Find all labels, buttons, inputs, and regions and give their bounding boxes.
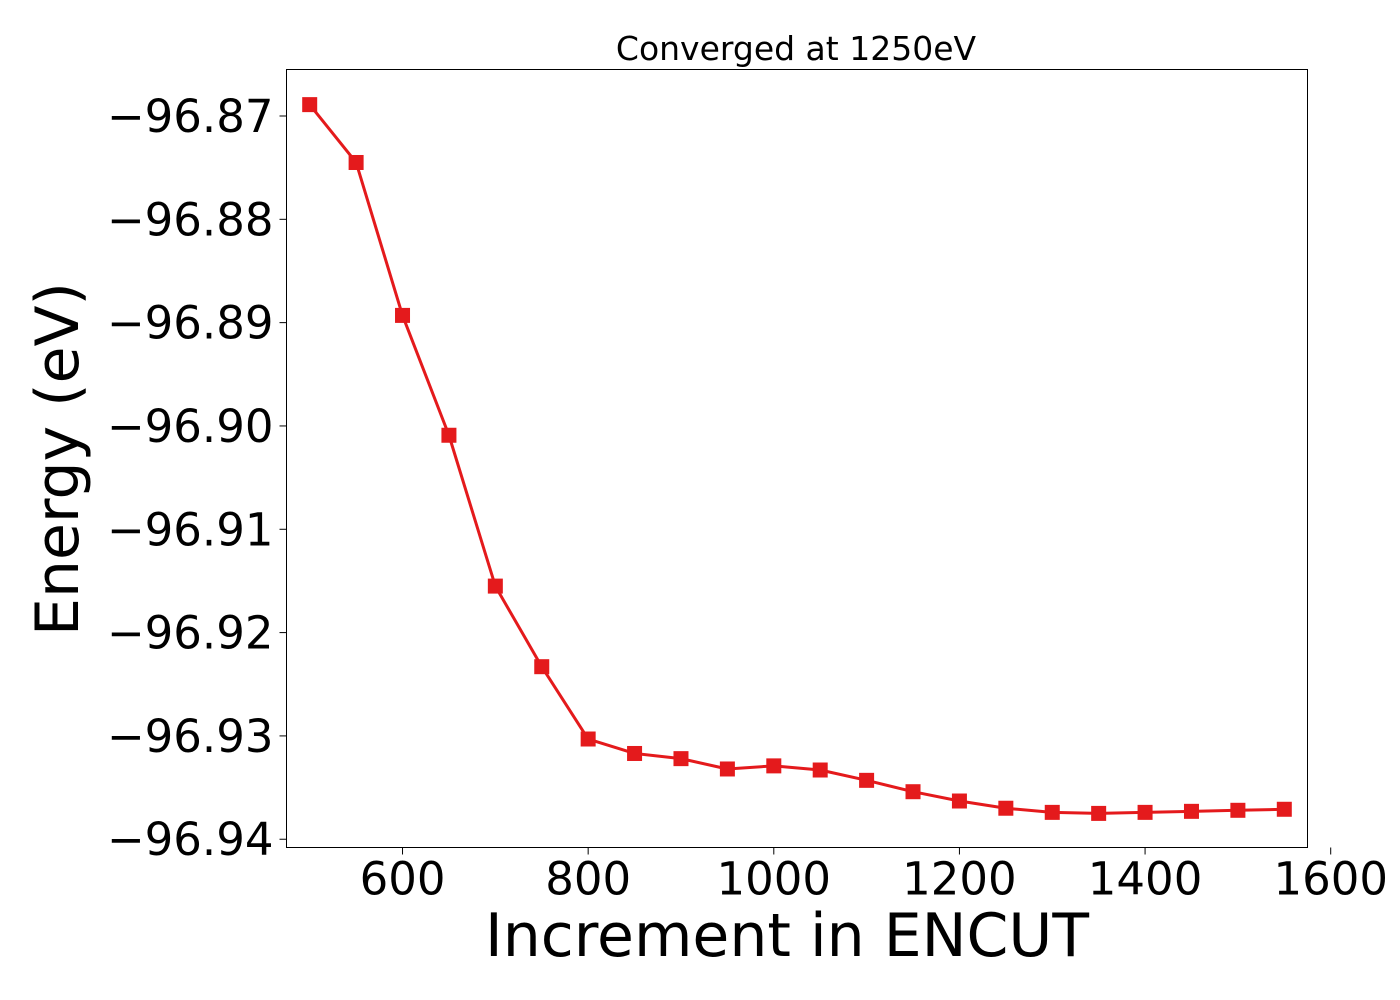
y-tick-label: −96.94 [107, 813, 274, 866]
data-point-marker [1230, 802, 1246, 818]
y-tick-label: −96.91 [107, 503, 274, 556]
data-point-marker [627, 745, 643, 761]
x-tick-label: 600 [360, 853, 446, 906]
x-tick-label: 1400 [1088, 853, 1203, 906]
x-tick-label: 1200 [902, 853, 1017, 906]
data-point-marker [441, 427, 457, 443]
data-point-marker [951, 793, 967, 809]
data-point-marker [1137, 804, 1153, 820]
plot-frame [286, 69, 1308, 848]
data-point-marker [580, 731, 596, 747]
y-tick-label: −96.87 [107, 90, 274, 143]
x-axis-label: Increment in ENCUT [485, 901, 1089, 971]
series-line [308, 103, 1285, 815]
data-point-marker [395, 307, 411, 323]
data-point-marker [766, 758, 782, 774]
data-point-marker [998, 800, 1014, 816]
data-point-marker [487, 578, 503, 594]
data-point-marker [905, 784, 921, 800]
data-point-marker [302, 97, 318, 113]
x-tick-label: 1000 [717, 853, 832, 906]
data-point-marker [719, 761, 735, 777]
data-point-marker [673, 751, 689, 767]
data-point-marker [812, 762, 828, 778]
chart-title: Converged at 1250eV [616, 29, 977, 68]
y-tick-label: −96.92 [107, 607, 274, 660]
data-point-marker [859, 772, 875, 788]
y-tick-label: −96.88 [107, 193, 274, 246]
data-point-marker [1044, 804, 1060, 820]
y-axis-label: Energy (eV) [23, 282, 93, 636]
data-point-marker [1276, 801, 1292, 817]
y-tick-label: −96.89 [107, 297, 274, 350]
data-point-marker [534, 659, 550, 675]
x-tick-label: 800 [545, 853, 631, 906]
y-tick-label: −96.90 [107, 400, 274, 453]
y-tick-label: −96.93 [107, 710, 274, 763]
x-axis-ticks: 600 800 1000 1200 1400 1600 [360, 847, 1388, 906]
data-point-marker [348, 154, 364, 170]
data-point-marker [1183, 803, 1199, 819]
x-tick-label: 1600 [1273, 853, 1388, 906]
plot-series [302, 97, 1292, 821]
data-point-marker [1091, 805, 1107, 821]
y-axis-ticks: −96.87 −96.88 −96.89 −96.90 −96.91 −96.92 −96.… [107, 90, 287, 866]
